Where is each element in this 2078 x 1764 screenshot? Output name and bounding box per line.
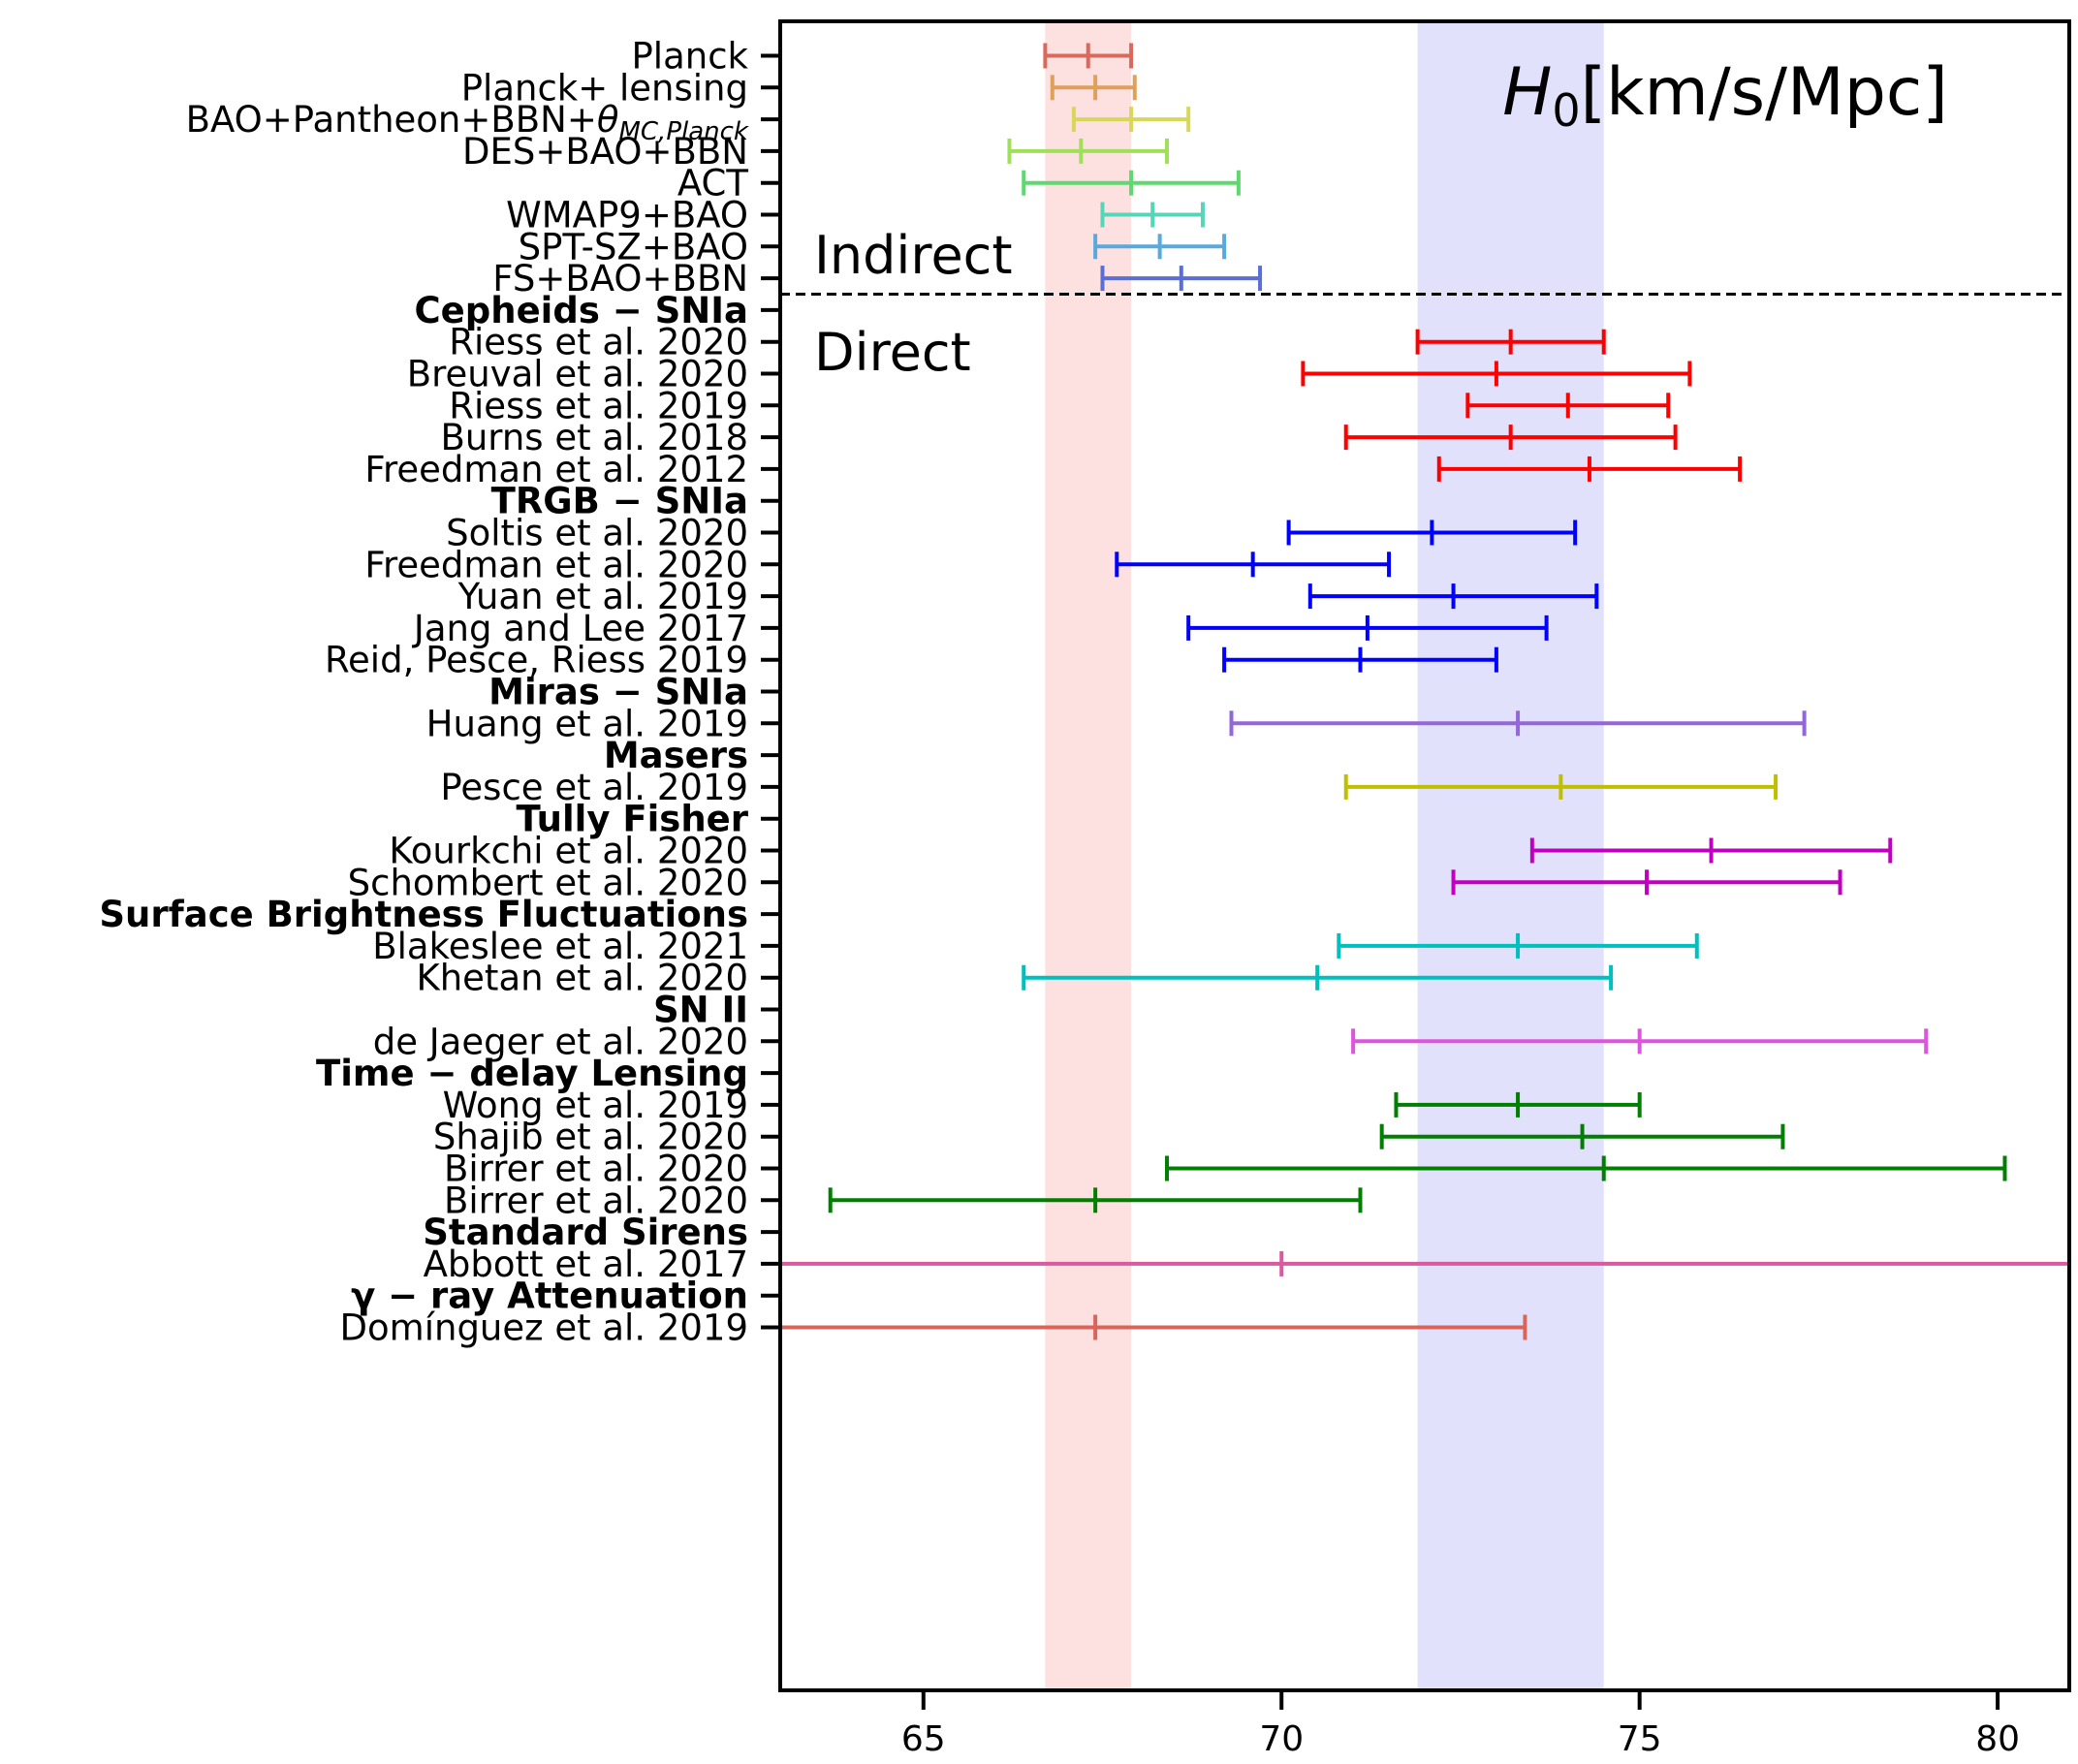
measurement-label: Jang and Lee 2017 [412, 608, 748, 649]
x-tick-label: 75 [1618, 1719, 1662, 1759]
errorbar-21 [1229, 710, 1807, 737]
errorbar-1 [1050, 75, 1137, 101]
measurement-label: Abbott et al. 2017 [424, 1244, 748, 1285]
chart-title: H0[km/s/Mpc] [1502, 54, 1948, 137]
errorbar-16 [1115, 551, 1392, 578]
errorbar-3 [1007, 138, 1169, 164]
measurement-label: Breuval et al. 2020 [407, 354, 748, 395]
category-label: SN II [653, 990, 748, 1031]
category-label: Surface Brightness Fluctuations [99, 894, 748, 935]
measurement-label: ACT [677, 163, 748, 205]
measurement-label: Wong et al. 2019 [443, 1085, 748, 1126]
errorbar-2 [1071, 107, 1191, 133]
measurement-label: Freedman et al. 2020 [364, 544, 748, 585]
measurement-label: Kourkchi et al. 2020 [389, 831, 748, 872]
category-label: Standard Sirens [423, 1212, 748, 1253]
x-axis: 65 70 75 80 [901, 1690, 2020, 1759]
errorbar-6 [1093, 234, 1227, 260]
errorbar-35 [1165, 1155, 2007, 1181]
category-label: Time − delay Lensing [316, 1053, 748, 1094]
measurement-label: Schombert et al. 2020 [348, 862, 748, 903]
category-label: γ − ray Attenuation [351, 1276, 748, 1317]
measurement-label: WMAP9+BAO [506, 195, 748, 236]
errorbar-12 [1343, 425, 1678, 451]
errorbar-7 [1100, 266, 1263, 292]
errorbar-28 [1337, 932, 1699, 959]
measurement-label: FS+BAO+BBN [492, 258, 748, 299]
x-tick-label: 70 [1259, 1719, 1304, 1759]
measurement-label: Planck [632, 36, 749, 78]
errorbar-15 [1286, 520, 1578, 546]
band-1 [1417, 21, 1604, 1690]
errorbar-19 [1222, 646, 1498, 673]
errorbar-29 [1022, 964, 1614, 991]
category-label: Miras − SNIa [488, 672, 748, 713]
measurement-label: Birrer et al. 2020 [444, 1180, 748, 1221]
errorbar-34 [1379, 1123, 1785, 1150]
plot-border [778, 19, 2071, 1692]
errorbar-40 [780, 1314, 1527, 1340]
measurement-label: Khetan et al. 2020 [416, 958, 748, 999]
errorbar-23 [1343, 773, 1779, 800]
errorbar-9 [1415, 329, 1606, 355]
measurement-label: Yuan et al. 2019 [457, 576, 748, 617]
errorbar-25 [1529, 837, 1893, 864]
errorbar-18 [1186, 614, 1549, 641]
errorbar-31 [1351, 1028, 1929, 1055]
measurement-label: Soltis et al. 2020 [446, 513, 748, 554]
category-label: Masers [604, 735, 748, 776]
errorbar-17 [1307, 583, 1599, 610]
errorbar-36 [828, 1187, 1363, 1213]
measurement-label: DES+BAO+BBN [462, 131, 748, 173]
measurement-label: Riess et al. 2020 [449, 322, 748, 363]
measurement-label: Birrer et al. 2020 [444, 1149, 748, 1190]
errorbar-4 [1022, 170, 1241, 196]
measurement-label: Blakeslee et al. 2021 [372, 926, 748, 967]
region-label-indirect: Indirect [814, 225, 1013, 286]
errorbar-38 [780, 1250, 2069, 1276]
errorbar-0 [1043, 43, 1134, 69]
errorbar-10 [1301, 361, 1692, 387]
x-tick-label: 80 [1975, 1719, 2020, 1759]
measurement-label: Huang et al. 2019 [426, 703, 748, 744]
measurement-label: SPT-SZ+BAO [519, 226, 748, 268]
category-label: TRGB − SNIa [491, 481, 748, 522]
errorbar-5 [1100, 202, 1205, 228]
errorbar-33 [1394, 1091, 1642, 1118]
measurement-label: Domínguez et al. 2019 [340, 1307, 748, 1349]
band-0 [1045, 21, 1132, 1690]
plot-frame [778, 19, 2071, 1692]
measurement-label: Planck+ lensing [461, 67, 748, 109]
measurement-label: Freedman et al. 2012 [364, 449, 748, 490]
region-label-direct: Direct [814, 322, 971, 383]
category-label: Tully Fisher [516, 799, 748, 840]
category-label: Cepheids − SNIa [415, 290, 748, 331]
measurement-label: Shajib et al. 2020 [433, 1117, 748, 1158]
errorbar-11 [1465, 393, 1671, 419]
measurement-label: Burns et al. 2018 [440, 417, 748, 458]
errorbar-26 [1451, 869, 1842, 896]
measurement-label: de Jaeger et al. 2020 [373, 1021, 748, 1062]
measurement-label: Reid, Pesce, Riess 2019 [325, 640, 748, 681]
measurement-label: Pesce et al. 2019 [440, 767, 748, 808]
reference-bands [1045, 21, 1604, 1690]
x-tick-label: 65 [901, 1719, 946, 1759]
measurement-label: BAO+Pantheon+BBN+θMC,Planck [186, 99, 749, 146]
measurement-label: Riess et al. 2019 [449, 385, 748, 426]
errorbar-13 [1436, 456, 1743, 482]
error-bars [780, 43, 2069, 1340]
